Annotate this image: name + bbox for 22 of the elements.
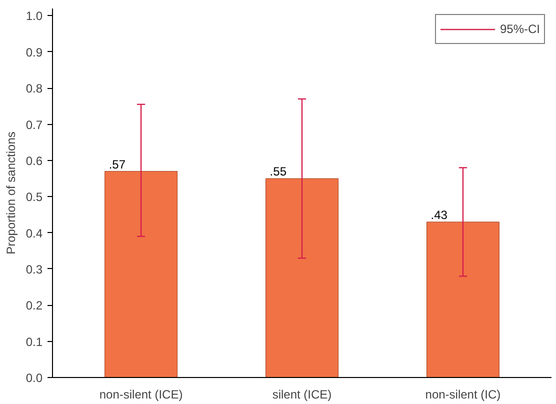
x-tick-label: non-silent (ICE): [99, 388, 183, 402]
data-label: .43: [430, 208, 448, 222]
y-tick-label: 0.5: [26, 190, 43, 204]
bar: [426, 222, 500, 378]
y-tick-label: 0.1: [26, 334, 43, 349]
y-tick-label: 0.4: [26, 226, 43, 240]
y-tick-label: 0.2: [26, 298, 43, 313]
x-tick-label: non-silent (IC): [425, 388, 501, 402]
y-tick-label: 0.6: [26, 154, 43, 168]
y-tick-label: 0.3: [26, 262, 43, 276]
y-tick-label: 0.8: [26, 82, 43, 96]
text: 95%-CI: [500, 22, 540, 36]
y-axis-title: Proportion of sanctions: [4, 132, 18, 254]
y-tick-label: 0.0: [26, 371, 43, 385]
bar: [104, 171, 178, 378]
y-tick-label: 1.0: [26, 9, 43, 24]
data-label: .55: [270, 164, 287, 179]
y-tick-label: 0.7: [26, 118, 43, 132]
x-tick-label: silent (ICE): [272, 388, 332, 402]
bar: [266, 178, 338, 378]
data-label: .57: [108, 157, 126, 172]
y-tick-label: 0.9: [26, 45, 43, 60]
